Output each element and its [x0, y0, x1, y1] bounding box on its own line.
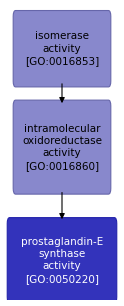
FancyBboxPatch shape [7, 218, 117, 303]
Text: prostaglandin-E
synthase
activity
[GO:0050220]: prostaglandin-E synthase activity [GO:00… [21, 237, 103, 284]
FancyBboxPatch shape [13, 100, 111, 194]
FancyBboxPatch shape [13, 10, 111, 87]
Text: isomerase
activity
[GO:0016853]: isomerase activity [GO:0016853] [25, 31, 99, 66]
Text: intramolecular
oxidoreductase
activity
[GO:0016860]: intramolecular oxidoreductase activity [… [22, 124, 102, 171]
